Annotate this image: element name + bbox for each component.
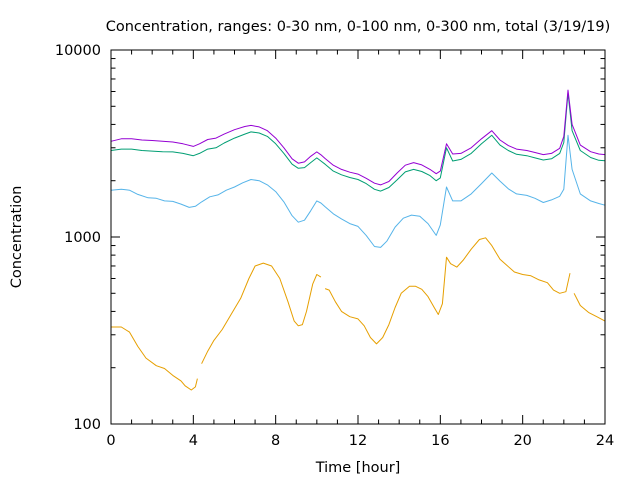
plot-frame — [110, 49, 606, 425]
series-group — [110, 89, 606, 391]
tick-labels: 0 4 8 12 16 20 24 100 1000 10000 — [55, 43, 614, 449]
series-segment — [324, 237, 571, 345]
series-line-4 — [110, 89, 606, 186]
y-axis-label: Concentration — [9, 186, 25, 289]
series-line-1 — [111, 237, 606, 391]
series-segment — [111, 326, 198, 391]
x-tick-label: 16 — [431, 433, 449, 449]
x-tick-label: 4 — [189, 433, 198, 449]
x-tick-label: 0 — [106, 433, 115, 449]
series-line-2 — [110, 134, 606, 248]
series-segment — [110, 92, 606, 192]
series-segment — [573, 293, 606, 322]
y-tick-label: 1000 — [64, 230, 101, 246]
y-tick-label: 10000 — [55, 43, 101, 59]
chart-title: Concentration, ranges: 0-30 nm, 0-100 nm… — [106, 19, 611, 35]
x-tick-label: 8 — [271, 433, 280, 449]
series-segment — [110, 134, 606, 248]
x-tick-label: 12 — [349, 433, 367, 449]
series-segment — [201, 262, 322, 364]
x-axis-label: Time [hour] — [315, 460, 401, 476]
series-segment — [110, 89, 606, 186]
y-tick-label: 100 — [73, 417, 101, 433]
x-tick-label: 20 — [513, 433, 531, 449]
x-tick-label: 24 — [596, 433, 614, 449]
series-line-3 — [110, 92, 606, 192]
axis-ticks — [110, 49, 606, 425]
